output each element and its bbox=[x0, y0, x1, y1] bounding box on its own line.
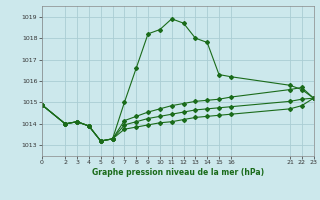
X-axis label: Graphe pression niveau de la mer (hPa): Graphe pression niveau de la mer (hPa) bbox=[92, 168, 264, 177]
